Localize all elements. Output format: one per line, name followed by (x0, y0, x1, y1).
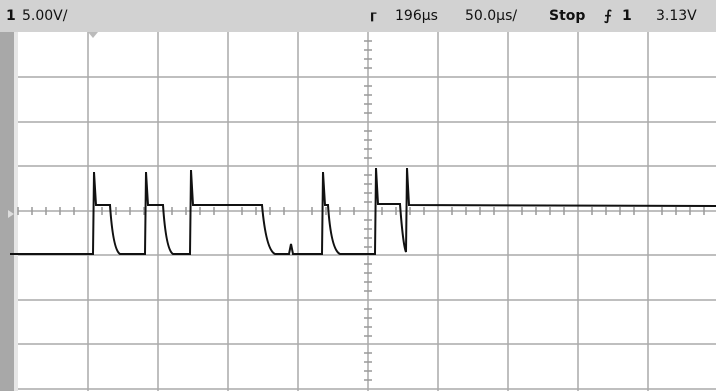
left-edge (14, 32, 18, 391)
trigger-marker (88, 32, 98, 38)
status-bar: 1 5.00V/ ┎ 196µs 50.0µs/ Stop ⨍ 1 3.13V (0, 0, 716, 32)
waveform-trace (10, 167, 716, 255)
volts-per-div: 5.00V/ (22, 8, 68, 24)
level-marker (8, 210, 14, 218)
trigger-source: 1 (622, 8, 632, 24)
center-ticks (17, 40, 705, 381)
time-position: 196µs (395, 8, 438, 24)
trigger-level: 3.13V (656, 8, 697, 24)
trigger-slope-icon: ⨍ (604, 8, 612, 24)
time-per-div: 50.0µs/ (465, 8, 518, 24)
trigger-position-icon: ┎ (368, 6, 377, 22)
left-strip (0, 32, 14, 391)
run-state: Stop (549, 8, 586, 24)
channel-label: 1 (6, 8, 16, 24)
